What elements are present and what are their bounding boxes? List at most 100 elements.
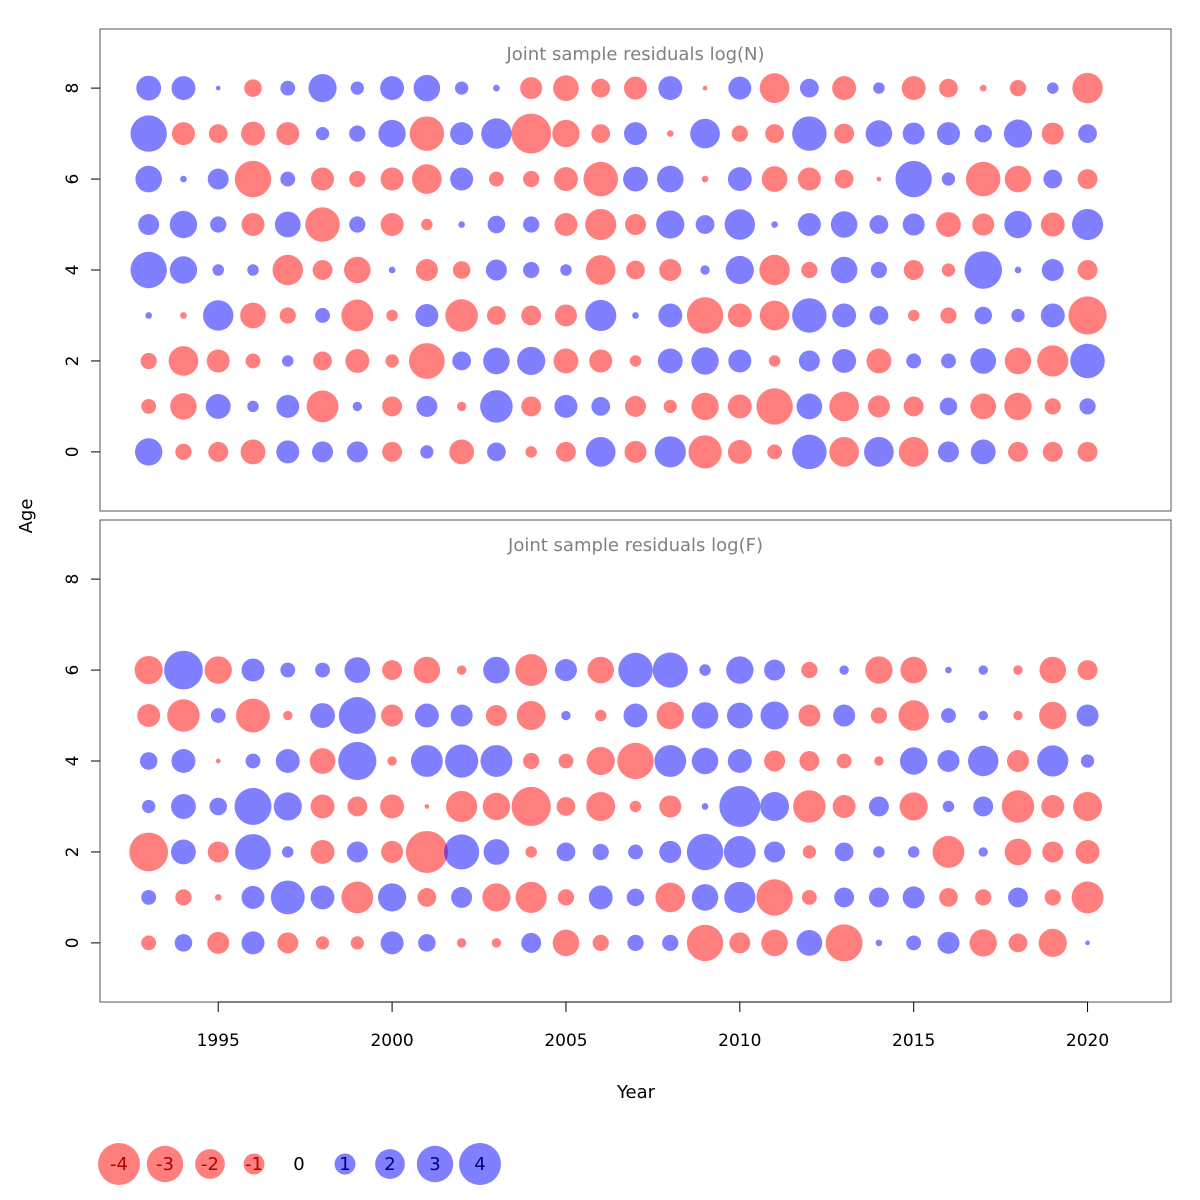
bubble-1994-age-1	[170, 393, 197, 420]
panels: Joint sample residuals log(N)02468Joint …	[63, 28, 1172, 1003]
bubble-2010-age-6	[726, 656, 754, 684]
bubble-2001-age-8	[413, 74, 441, 102]
bubble-2004-age-7	[511, 113, 552, 154]
bubble-1998-age-6	[311, 167, 335, 191]
bubble-1999-age-6	[344, 657, 371, 683]
bubble-1999-age-5	[349, 216, 366, 233]
bubble-2006-age-8	[591, 78, 611, 98]
bubble-1996-age-0	[241, 931, 265, 955]
bubble-1995-age-2	[207, 841, 229, 863]
bubble-2017-age-1	[970, 393, 997, 420]
bubble-1999-age-5	[338, 697, 376, 735]
bubble-2012-age-8	[799, 78, 819, 98]
bubble-2001-age-0	[420, 445, 434, 459]
bubble-1998-age-1	[310, 885, 335, 910]
bubble-1998-age-6	[315, 662, 330, 678]
panel-1: Joint sample residuals log(N) 0 2 4 6 8	[63, 28, 1172, 512]
bubble-2001-age-4	[410, 745, 443, 777]
bubble-2019-age-5	[1040, 212, 1065, 237]
bubble-2003-age-0	[491, 938, 502, 948]
bubble-2006-age-3	[585, 299, 617, 332]
bubble-2002-age-4	[445, 744, 479, 778]
legend-label: 1	[339, 1154, 350, 1175]
bubble-2005-age-8	[553, 75, 579, 101]
bubble-1997-age-5	[274, 211, 301, 238]
bubble-2000-age-3	[380, 794, 405, 819]
bubble-2015-age-6	[895, 160, 932, 198]
bubble-1994-age-8	[171, 76, 196, 101]
bubble-2011-age-5	[760, 701, 789, 730]
bubble-2020-age-0	[1085, 940, 1090, 946]
bubble-2006-age-4	[586, 746, 615, 776]
x-tick-label: 2005	[544, 1031, 587, 1051]
bubble-2000-age-6	[382, 660, 403, 681]
bubble-2000-age-5	[380, 213, 404, 237]
bubble-2019-age-3	[1041, 794, 1065, 818]
bubble-2008-age-6	[652, 652, 688, 688]
y-tick-label: 6	[63, 665, 83, 676]
bubble-2004-age-2	[525, 846, 537, 858]
bubble-1999-age-6	[349, 170, 366, 188]
bubble-2015-age-8	[901, 76, 926, 101]
bubble-2007-age-6	[618, 652, 653, 688]
bubble-1999-age-3	[341, 299, 374, 332]
bubble-2009-age-0	[688, 435, 722, 469]
bubble-1993-age-7	[130, 115, 167, 152]
bubble-2015-age-7	[902, 122, 925, 145]
bubble-2018-age-4	[1014, 266, 1022, 274]
bubble-2015-age-4	[903, 260, 924, 280]
bubble-1996-age-3	[234, 787, 272, 825]
bubble-2001-age-6	[413, 656, 441, 684]
bubble-2000-age-4	[387, 756, 397, 766]
bubble-2000-age-1	[382, 396, 403, 417]
bubble-2010-age-4	[725, 255, 754, 285]
bubble-2014-age-2	[866, 348, 892, 374]
bubble-2008-age-1	[663, 399, 677, 414]
bubble-2017-age-6	[965, 161, 1001, 197]
bubble-2000-age-6	[380, 167, 404, 191]
bubble-2001-age-2	[405, 830, 448, 873]
bubble-2011-age-0	[767, 444, 783, 460]
bubble-1996-age-4	[245, 753, 261, 769]
bubble-2007-age-0	[624, 440, 647, 463]
bubble-2000-age-5	[381, 704, 404, 727]
legend-label: -1	[245, 1154, 263, 1175]
bubble-1997-age-6	[280, 662, 296, 678]
legend-bubble	[375, 1149, 405, 1179]
bubble-2006-age-5	[594, 709, 607, 722]
panel-2: Joint sample residuals log(F) 0 2 4 6 8	[63, 519, 1172, 1003]
bubble-2018-age-3	[1011, 308, 1025, 323]
bubble-2006-age-6	[583, 161, 618, 197]
bubble-2017-age-0	[969, 929, 997, 957]
bubble-2014-age-5	[869, 215, 889, 234]
bubble-1997-age-2	[282, 355, 294, 367]
bubble-1995-age-0	[207, 931, 230, 954]
bubble-2012-age-1	[801, 889, 817, 905]
bubble-2013-age-4	[836, 753, 852, 769]
bubble-1995-age-8	[215, 85, 221, 91]
bubble-2010-age-4	[727, 749, 752, 773]
bubble-1993-age-4	[130, 251, 167, 289]
bubble-1996-age-0	[240, 439, 266, 465]
bubble-2014-age-6	[876, 176, 882, 182]
bubble-2009-age-6	[699, 664, 711, 676]
bubble-1996-age-2	[245, 353, 261, 369]
bubble-1998-age-4	[309, 748, 336, 774]
bubble-2013-age-0	[825, 924, 863, 962]
bubble-2002-age-5	[458, 221, 465, 228]
bubble-2007-age-6	[623, 166, 648, 192]
bubble-1994-age-5	[169, 210, 198, 239]
bubble-1997-age-4	[272, 254, 303, 286]
bubble-2015-age-2	[907, 846, 920, 858]
bubble-2012-age-7	[792, 116, 827, 151]
bubble-2005-age-2	[553, 348, 579, 374]
bubble-1994-age-3	[171, 794, 196, 819]
bubble-2018-age-1	[1008, 887, 1028, 908]
bubble-2003-age-2	[483, 347, 510, 375]
bubble-2016-age-4	[937, 749, 960, 773]
bubble-1997-age-0	[276, 440, 300, 464]
bubble-2003-age-3	[482, 792, 511, 821]
bubble-2008-age-2	[657, 348, 683, 374]
bubble-2016-age-4	[941, 263, 956, 277]
y-tick-label: 6	[63, 174, 83, 185]
